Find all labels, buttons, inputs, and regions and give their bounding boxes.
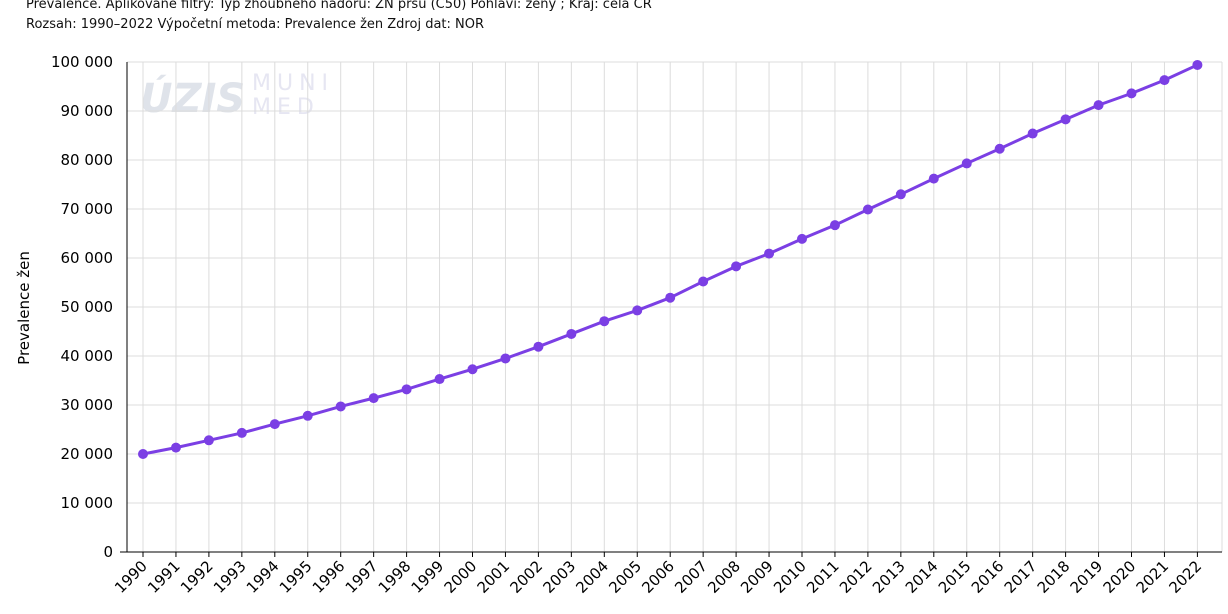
gridlines [127, 61, 1223, 552]
x-tick-label: 2002 [506, 557, 546, 597]
x-tick-label: 1991 [144, 557, 184, 597]
y-tick-label: 90 000 [61, 102, 114, 120]
data-point[interactable] [764, 248, 775, 259]
data-point[interactable] [797, 233, 807, 244]
x-tick-label: 1998 [375, 557, 415, 597]
data-point[interactable] [368, 393, 379, 404]
med-logo-watermark: MED [252, 95, 320, 120]
chart-range-caption: Rozsah: 1990–2022 Výpočetní metoda: Prev… [26, 17, 485, 32]
y-tick-labels: 0 10 000 20 000 30 000 40 000 50 000 60 000 70 … [51, 53, 113, 561]
uzis-logo-watermark: ÚZIS [140, 74, 245, 122]
data-point[interactable] [829, 220, 840, 231]
x-tick-label: 2005 [605, 557, 645, 597]
data-point[interactable] [928, 173, 939, 184]
data-point[interactable] [599, 316, 610, 327]
y-tick-label: 10 000 [61, 494, 114, 512]
data-point[interactable] [665, 292, 676, 303]
y-tick-label: 100 000 [51, 53, 113, 71]
x-tick-label: 2022 [1165, 557, 1205, 597]
y-tick-label: 80 000 [61, 151, 114, 169]
y-tick-label: 40 000 [61, 347, 114, 365]
data-point[interactable] [533, 341, 544, 352]
x-tick-label: 2010 [770, 557, 810, 597]
x-tick-label: 2012 [836, 557, 876, 597]
data-point[interactable] [203, 435, 214, 446]
data-point[interactable] [401, 384, 412, 395]
series-prevalence [138, 59, 1203, 459]
x-tick-label: 2020 [1100, 557, 1140, 597]
data-point[interactable] [1126, 88, 1137, 99]
data-point[interactable] [698, 276, 709, 287]
x-tick-label: 2013 [869, 557, 909, 597]
x-tick-label: 2006 [638, 557, 678, 597]
data-point[interactable] [467, 364, 478, 375]
data-point[interactable] [994, 143, 1005, 154]
x-tick-label: 1990 [111, 557, 151, 597]
x-tick-label: 2015 [935, 557, 975, 597]
data-point[interactable] [1027, 128, 1038, 139]
x-tick-label: 1999 [408, 557, 448, 597]
x-tick-label: 2000 [441, 557, 481, 597]
x-tick-label: 1993 [210, 557, 250, 597]
y-tick-label: 0 [103, 543, 113, 561]
x-tick-label: 2016 [968, 557, 1008, 597]
data-point[interactable] [236, 427, 247, 438]
x-tick-label: 2001 [474, 557, 514, 597]
muni-logo-watermark: MUNI [252, 71, 334, 96]
x-tick-label: 2011 [803, 557, 843, 597]
x-tick-label: 2009 [737, 557, 777, 597]
data-point[interactable] [434, 374, 445, 385]
x-tick-label: 1996 [309, 557, 349, 597]
data-point[interactable] [302, 410, 313, 421]
data-point[interactable] [632, 305, 643, 316]
y-axis-label: Prevalence žen [15, 251, 33, 365]
data-point[interactable] [269, 419, 280, 430]
x-tick-label: 2007 [671, 557, 711, 597]
x-tick-label: 2021 [1133, 557, 1173, 597]
x-tick-label: 2019 [1067, 557, 1107, 597]
axes [120, 62, 1222, 557]
data-point[interactable] [895, 189, 906, 200]
chart-filters-caption: Prevalence. Aplikované filtry: Typ zhoub… [26, 0, 652, 12]
x-tick-label: 2008 [704, 557, 744, 597]
x-tick-label: 1995 [276, 557, 316, 597]
x-tick-label: 1997 [342, 557, 382, 597]
data-point[interactable] [1159, 75, 1170, 86]
x-tick-label: 2017 [1001, 557, 1041, 597]
data-point[interactable] [138, 449, 148, 459]
watermark: ÚZIS MUNI MED [140, 71, 334, 122]
y-tick-label: 70 000 [61, 200, 114, 218]
data-point[interactable] [170, 442, 181, 453]
data-point[interactable] [1060, 114, 1071, 125]
data-point[interactable] [961, 158, 972, 169]
y-tick-label: 30 000 [61, 396, 114, 414]
x-tick-labels: 1990199119921993199419951996199719981999… [111, 557, 1205, 597]
data-point[interactable] [1192, 59, 1203, 70]
x-tick-label: 1992 [177, 557, 217, 597]
x-tick-label: 2004 [572, 557, 612, 597]
x-tick-label: 1994 [243, 557, 283, 597]
data-point[interactable] [1093, 100, 1104, 111]
data-point[interactable] [862, 204, 873, 215]
data-point[interactable] [566, 328, 577, 339]
y-tick-label: 50 000 [61, 298, 114, 316]
data-point[interactable] [335, 401, 346, 412]
y-tick-label: 60 000 [61, 249, 114, 267]
x-tick-label: 2018 [1034, 557, 1074, 597]
x-tick-label: 2003 [539, 557, 579, 597]
data-point[interactable] [731, 261, 742, 272]
y-tick-label: 20 000 [61, 445, 114, 463]
data-point[interactable] [500, 353, 511, 364]
x-tick-label: 2014 [902, 557, 942, 597]
